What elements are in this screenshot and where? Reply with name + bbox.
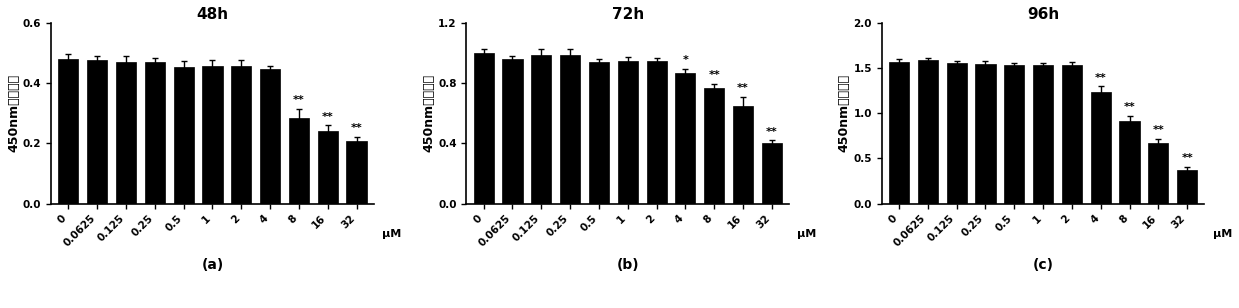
Bar xyxy=(116,62,136,204)
Text: **: ** xyxy=(294,95,305,105)
Bar xyxy=(202,66,223,204)
Bar xyxy=(1004,65,1025,204)
Bar xyxy=(975,64,995,204)
Text: (b): (b) xyxy=(617,258,639,272)
Text: **: ** xyxy=(351,123,363,133)
Bar xyxy=(647,61,667,204)
Bar xyxy=(1149,143,1168,204)
Title: 96h: 96h xyxy=(1027,7,1059,22)
Text: **: ** xyxy=(766,127,778,137)
Text: (a): (a) xyxy=(201,258,223,272)
Bar xyxy=(145,62,165,204)
Bar xyxy=(58,59,78,204)
Text: **: ** xyxy=(1152,125,1165,136)
Bar xyxy=(173,67,193,204)
Y-axis label: 450nm处吸光度: 450nm处吸光度 xyxy=(838,74,851,152)
Text: μM: μM xyxy=(1213,229,1232,239)
Text: **: ** xyxy=(322,112,333,122)
Bar xyxy=(232,66,252,204)
Text: **: ** xyxy=(737,83,748,93)
Text: **: ** xyxy=(1124,103,1135,112)
Bar xyxy=(1090,92,1111,204)
Y-axis label: 450nm处吸光度: 450nm处吸光度 xyxy=(422,74,435,152)
Bar xyxy=(675,73,695,204)
Bar xyxy=(532,55,551,204)
Bar xyxy=(347,141,367,204)
Bar xyxy=(473,53,494,204)
Text: μM: μM xyxy=(798,229,817,239)
Bar xyxy=(560,55,580,204)
Title: 72h: 72h xyxy=(612,7,644,22)
Bar xyxy=(888,62,909,204)
Bar xyxy=(618,61,638,204)
Bar xyxy=(317,132,338,204)
Bar xyxy=(589,62,610,204)
Bar xyxy=(260,69,280,204)
Title: 48h: 48h xyxy=(197,7,228,22)
Text: **: ** xyxy=(709,71,720,80)
Bar xyxy=(1033,65,1053,204)
Bar xyxy=(762,144,782,204)
Bar xyxy=(947,63,966,204)
Bar xyxy=(1062,65,1082,204)
Text: **: ** xyxy=(1095,73,1106,83)
Bar xyxy=(733,106,753,204)
Bar xyxy=(87,60,108,204)
Bar xyxy=(704,88,725,204)
Bar xyxy=(1177,170,1197,204)
Text: *: * xyxy=(683,55,689,65)
Text: μM: μM xyxy=(382,229,401,239)
Text: **: ** xyxy=(1181,153,1193,164)
Bar xyxy=(918,60,938,204)
Y-axis label: 450nm处吸光度: 450nm处吸光度 xyxy=(7,74,20,152)
Bar xyxy=(502,59,523,204)
Text: (c): (c) xyxy=(1032,258,1053,272)
Bar xyxy=(1120,120,1140,204)
Bar xyxy=(289,118,309,204)
